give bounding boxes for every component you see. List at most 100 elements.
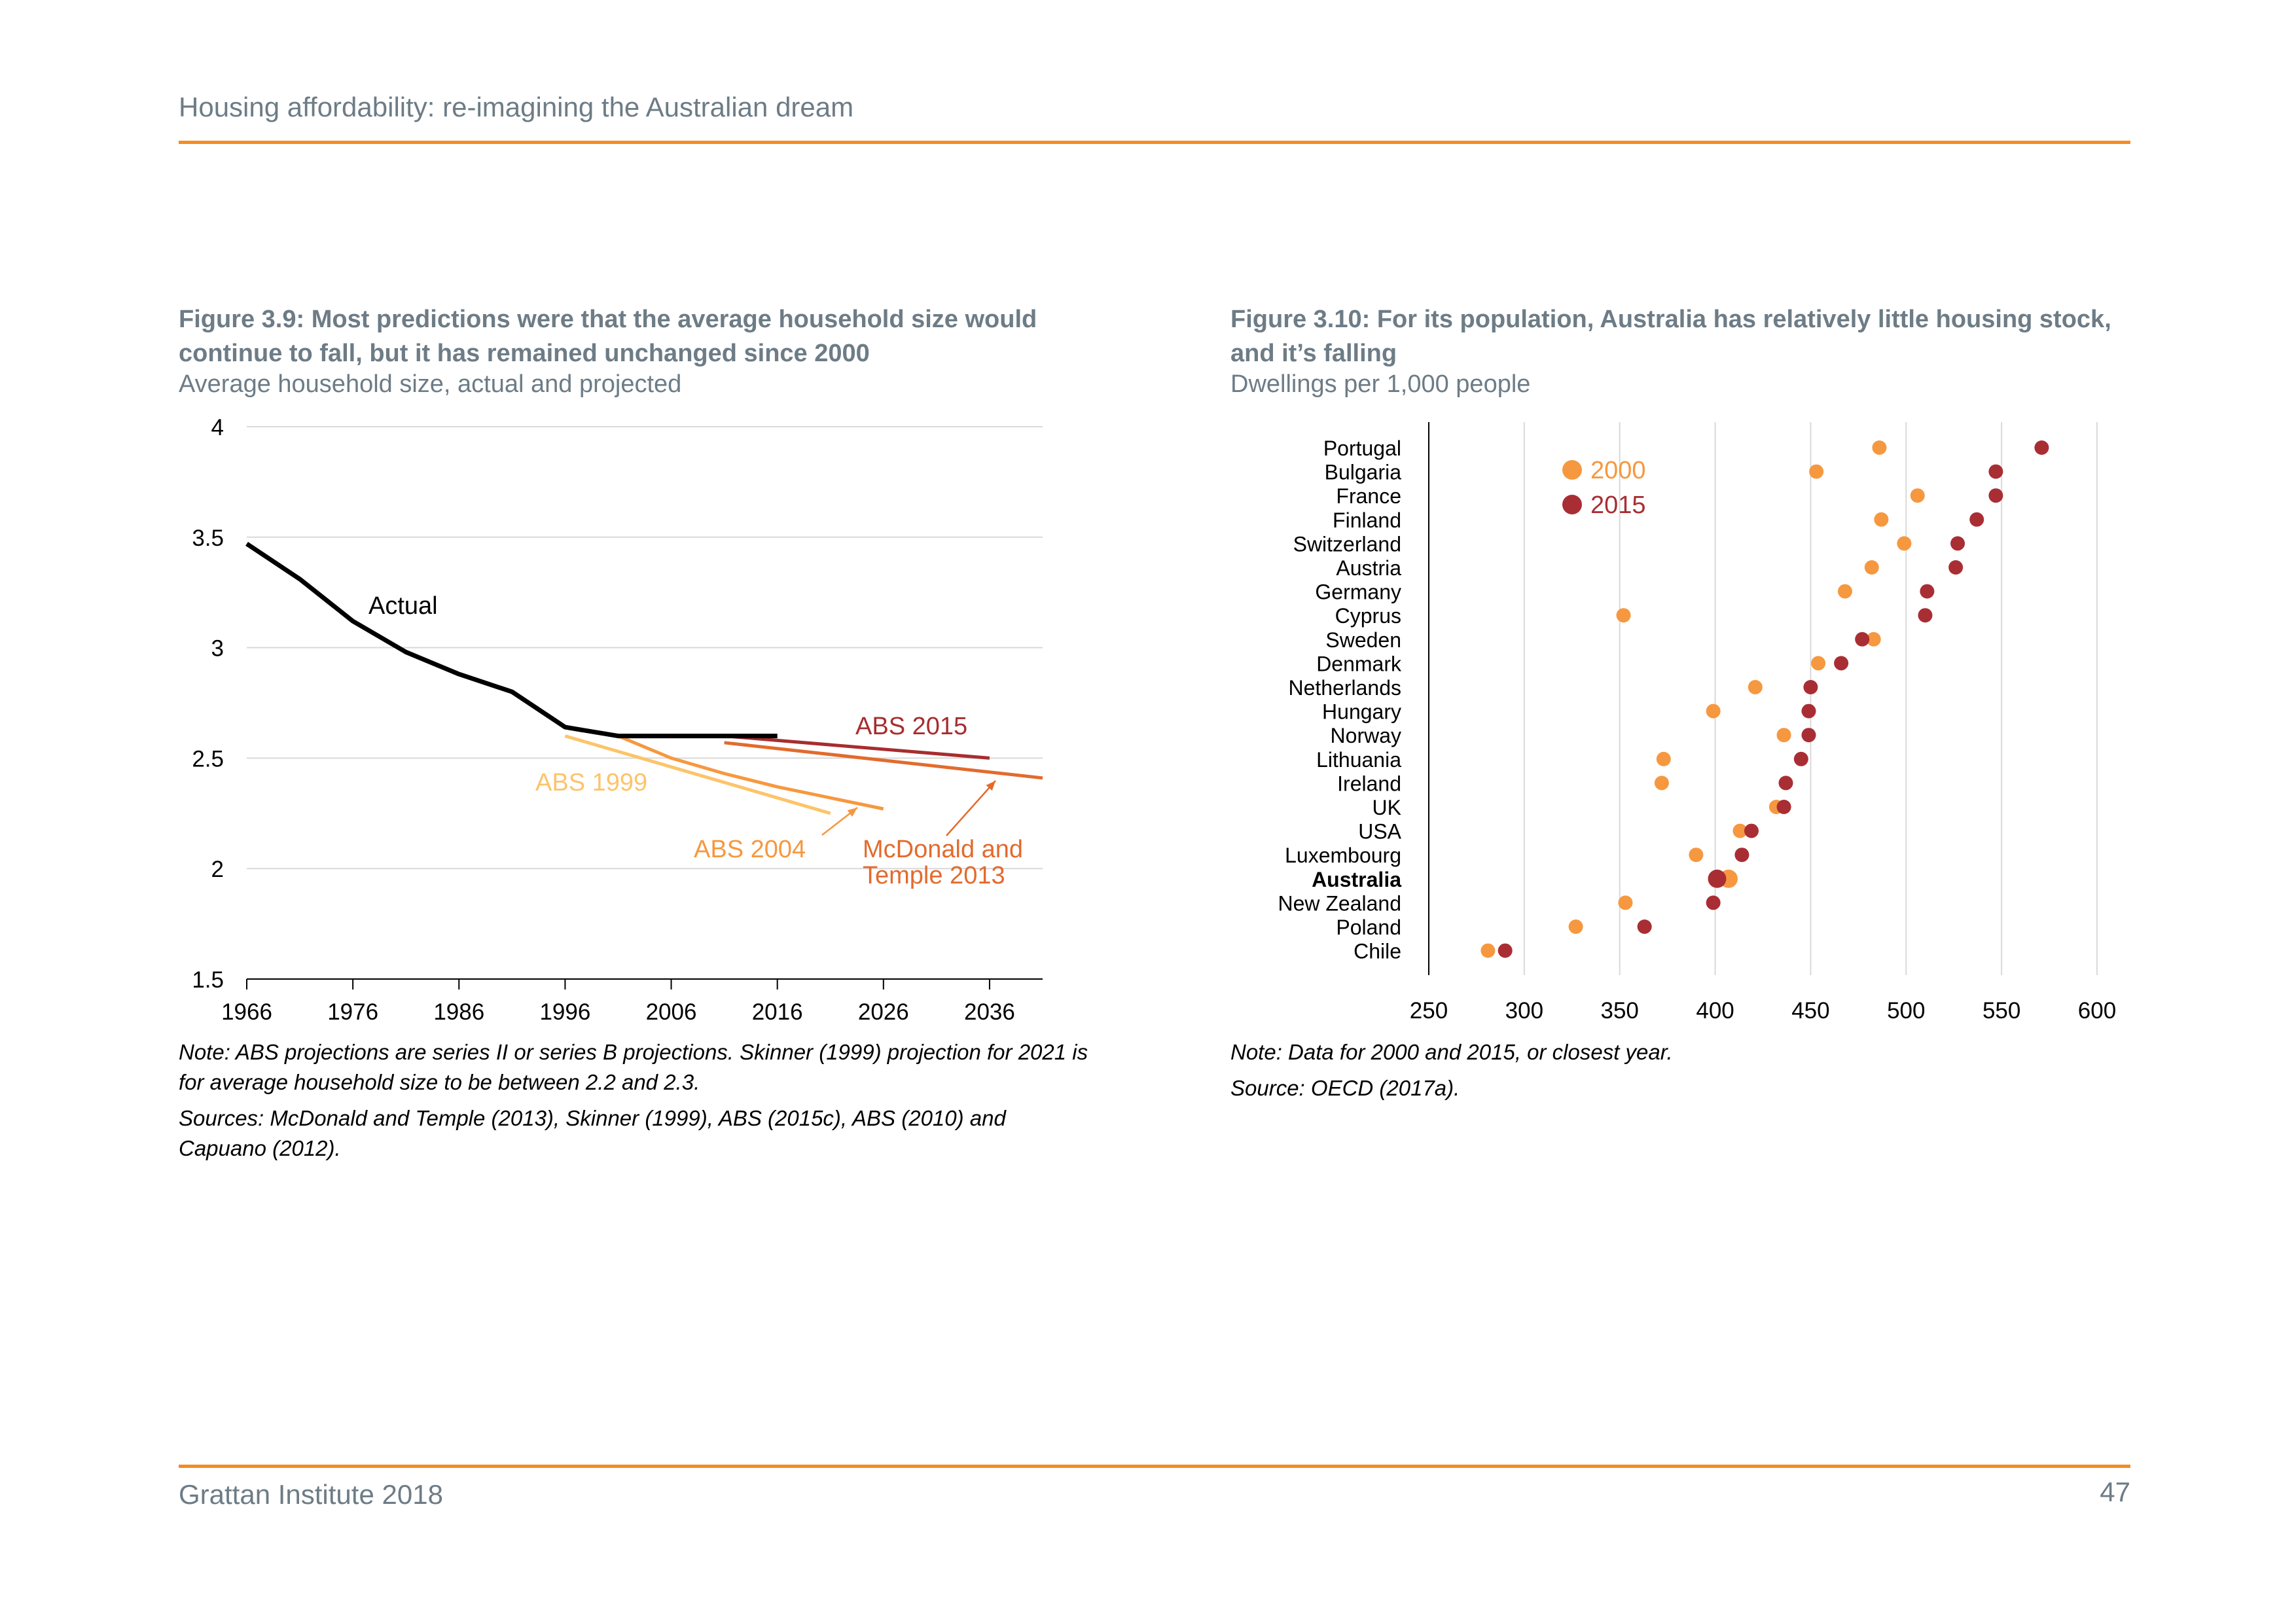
country-label: Bulgaria <box>1325 461 1402 484</box>
dot-2015 <box>1778 776 1793 791</box>
country-label: Norway <box>1331 724 1401 747</box>
abs-1999-series-line <box>564 734 831 815</box>
y-tick-label: 3.5 <box>192 526 224 551</box>
dot-2000 <box>1706 704 1721 719</box>
footer-rule <box>179 1465 2130 1468</box>
abs-2015-series-line <box>724 734 990 760</box>
x-tick-label: 300 <box>1505 998 1543 1024</box>
country-label: Hungary <box>1322 700 1401 724</box>
dot-2000 <box>1748 680 1763 694</box>
dot-2015 <box>1969 512 1984 527</box>
header-rule <box>179 141 2130 144</box>
country-label: Luxembourg <box>1285 844 1401 867</box>
legend-marker-2000 <box>1562 460 1582 480</box>
country-label: Ireland <box>1337 772 1401 795</box>
dot-2015 <box>1706 895 1721 910</box>
dot-2000 <box>1618 895 1633 910</box>
dot-2015 <box>1708 869 1727 888</box>
dot-2000 <box>1732 823 1748 838</box>
dot-2000 <box>1811 656 1826 671</box>
dot-2000 <box>1866 632 1881 647</box>
x-tick-label: 1966 <box>221 999 272 1025</box>
country-label: Australia <box>1312 868 1401 891</box>
y-tick-label: 2.5 <box>192 746 224 772</box>
y-tick-label: 1.5 <box>192 967 224 993</box>
dot-2015 <box>1950 536 1965 551</box>
dot-2015 <box>1948 560 1964 575</box>
dot-2000 <box>1872 440 1887 455</box>
mcdonald-arrow <box>946 780 996 836</box>
x-tick-label: 1996 <box>539 999 590 1025</box>
dot-2000 <box>1776 728 1791 743</box>
country-label: Denmark <box>1316 652 1402 675</box>
country-label: Sweden <box>1325 628 1401 652</box>
dot-2000 <box>1837 584 1852 599</box>
page-number: 47 <box>2100 1476 2130 1507</box>
dot-2015 <box>1803 680 1818 694</box>
dot-2000 <box>1689 847 1704 863</box>
figure-3-9-sources: Sources: McDonald and Temple (2013), Ski… <box>179 1106 1006 1160</box>
dot-2015 <box>1801 704 1816 719</box>
dot-2000 <box>1616 608 1631 623</box>
dot-2000 <box>1874 512 1889 527</box>
x-tick-label: 400 <box>1696 998 1734 1024</box>
x-tick-label: 250 <box>1410 998 1448 1024</box>
x-tick-label: 1976 <box>327 999 378 1025</box>
y-tick-label: 2 <box>211 857 224 882</box>
x-tick-label: 2006 <box>646 999 697 1025</box>
country-label: Netherlands <box>1288 676 1401 700</box>
dot-2015 <box>1793 751 1808 766</box>
dot-2015 <box>1988 464 2003 479</box>
x-tick-label: 1986 <box>433 999 484 1025</box>
dot-2000 <box>1864 560 1879 575</box>
footer-publisher: Grattan Institute 2018 <box>179 1479 443 1510</box>
country-label: Chile <box>1354 940 1401 963</box>
y-tick-label: 4 <box>211 415 224 440</box>
x-tick-label: 600 <box>2078 998 2116 1024</box>
country-label: Lithuania <box>1316 748 1401 772</box>
running-header: Housing affordability: re-imagining the … <box>179 92 854 122</box>
dot-2015 <box>1498 943 1513 958</box>
figure-3-10-subtitle: Dwellings per 1,000 people <box>1230 370 1531 398</box>
country-label: Switzerland <box>1293 532 1401 556</box>
x-tick-label: 2016 <box>752 999 803 1025</box>
figure-3-10-note: Note: Data for 2000 and 2015, or closest… <box>1230 1040 1673 1064</box>
dot-2015 <box>1920 584 1935 599</box>
country-label: USA <box>1358 820 1401 844</box>
country-label: Germany <box>1315 580 1401 604</box>
figure-3-9-title: Figure 3.9: Most predictions were that t… <box>179 306 1037 367</box>
x-tick-label: 500 <box>1887 998 1925 1024</box>
x-tick-label: 450 <box>1791 998 1829 1024</box>
dot-2000 <box>1656 751 1671 766</box>
figure-3-9-note: Note: ABS projections are series II or s… <box>179 1040 1088 1094</box>
country-label: Poland <box>1336 916 1401 939</box>
dot-2015 <box>2034 440 2049 455</box>
x-tick-label: 2026 <box>858 999 909 1025</box>
mcdonald-temple-series-line <box>724 741 1043 780</box>
dot-2000 <box>1568 919 1583 934</box>
dot-2015 <box>1744 823 1759 838</box>
abs-2004-arrow-head <box>847 808 857 817</box>
y-tick-label: 3 <box>211 636 224 662</box>
country-label: Austria <box>1336 556 1401 580</box>
dot-2015 <box>1855 632 1870 647</box>
legend-label-2000: 2000 <box>1590 457 1646 484</box>
dot-2015 <box>1776 800 1791 814</box>
dot-2000 <box>1809 464 1824 479</box>
x-tick-label: 550 <box>1982 998 2020 1024</box>
label-abs-1999: ABS 1999 <box>535 769 647 796</box>
label-mcdonald-line2: Temple 2013 <box>863 862 1005 889</box>
country-label: Cyprus <box>1335 604 1401 628</box>
dot-2000 <box>1480 943 1496 958</box>
label-abs-2004: ABS 2004 <box>694 836 806 863</box>
dot-2000 <box>1910 488 1925 503</box>
abs-2004-series-line <box>617 734 884 811</box>
dot-2015 <box>1734 847 1749 863</box>
dot-2015 <box>1834 656 1849 671</box>
x-tick-label: 2036 <box>964 999 1015 1025</box>
actual-series-line <box>245 541 778 739</box>
legend-marker-2015 <box>1562 495 1582 514</box>
country-label: France <box>1336 484 1401 508</box>
label-abs-2015: ABS 2015 <box>855 713 967 740</box>
